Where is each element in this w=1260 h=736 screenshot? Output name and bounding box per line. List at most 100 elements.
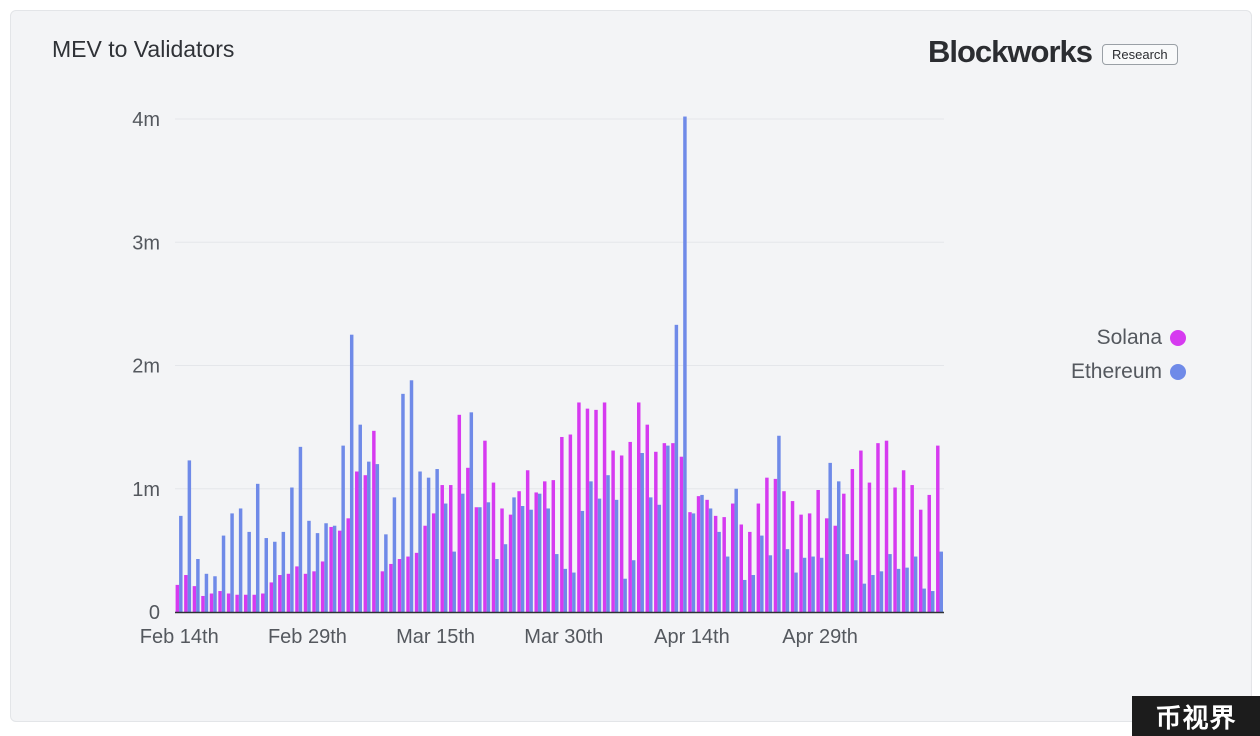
- bar-ethereum: [426, 477, 431, 612]
- legend-label-ethereum: Ethereum: [1070, 360, 1162, 383]
- bar-solana: [329, 526, 333, 612]
- bar-ethereum: [537, 493, 542, 612]
- bar-ethereum: [546, 508, 550, 612]
- bar-ethereum: [871, 575, 875, 612]
- bar-ethereum: [563, 568, 568, 612]
- bar-solana: [474, 507, 479, 612]
- y-tick-label: 4m: [132, 109, 160, 131]
- bar-solana: [662, 443, 667, 612]
- bar-ethereum: [708, 508, 713, 612]
- bar-solana: [722, 517, 726, 612]
- bar-ethereum: [418, 471, 422, 612]
- bar-ethereum: [409, 380, 414, 612]
- bar-solana: [243, 594, 248, 612]
- bar-ethereum: [298, 446, 303, 612]
- bar-solana: [901, 470, 906, 612]
- bar-solana: [346, 518, 350, 612]
- bar-solana: [491, 482, 496, 612]
- bar-solana: [192, 586, 197, 612]
- bar-ethereum: [443, 503, 448, 612]
- bar-solana: [372, 430, 376, 612]
- bar-solana: [713, 515, 718, 612]
- bar-solana: [867, 482, 872, 612]
- bar-solana: [423, 525, 427, 612]
- bar-solana: [602, 402, 607, 612]
- bar-solana: [201, 595, 205, 612]
- bar-ethereum: [666, 445, 670, 612]
- bar-solana: [696, 496, 701, 612]
- bar-ethereum: [341, 445, 345, 612]
- watermark: 币视界: [1132, 696, 1260, 736]
- bar-ethereum: [930, 591, 935, 612]
- bar-ethereum: [486, 502, 491, 612]
- bar-ethereum: [760, 535, 764, 612]
- bar-ethereum: [273, 541, 277, 612]
- bar-ethereum: [777, 435, 781, 612]
- bar-solana: [918, 509, 923, 612]
- bar-solana: [414, 552, 419, 612]
- bar-solana: [893, 487, 897, 612]
- bar-ethereum: [204, 573, 209, 612]
- legend-item-ethereum[interactable]: Ethereum: [1071, 360, 1186, 384]
- bar-ethereum: [922, 588, 926, 612]
- bar-ethereum: [768, 555, 773, 612]
- bar-ethereum: [495, 559, 499, 612]
- bar-solana: [389, 563, 393, 612]
- bar-solana: [799, 514, 803, 612]
- bar-solana: [654, 451, 658, 612]
- bar-ethereum: [802, 557, 807, 612]
- bar-ethereum: [512, 497, 516, 612]
- bar-ethereum: [751, 575, 756, 612]
- bar-solana: [739, 524, 744, 612]
- y-tick-label: 1m: [132, 479, 160, 501]
- bar-solana: [226, 593, 231, 612]
- bar-ethereum: [691, 513, 696, 612]
- legend-item-solana[interactable]: Solana: [1097, 326, 1186, 350]
- bar-solana: [842, 493, 846, 612]
- bar-ethereum: [367, 461, 371, 612]
- bar-solana: [765, 477, 769, 612]
- bar-solana: [748, 531, 752, 612]
- bar-solana: [637, 402, 641, 612]
- bar-ethereum: [717, 531, 721, 612]
- x-tick-label: Mar 30th: [524, 626, 603, 648]
- bar-solana: [278, 575, 282, 612]
- bar-solana: [688, 512, 692, 612]
- bar-solana: [483, 440, 487, 612]
- bar-solana: [833, 525, 837, 612]
- bar-ethereum: [640, 453, 644, 612]
- bar-ethereum: [862, 583, 867, 612]
- brand-wordmark: Blockworks: [928, 34, 1093, 69]
- bar-solana: [363, 475, 368, 612]
- bar-ethereum: [324, 523, 328, 612]
- bar-solana: [295, 566, 299, 612]
- bar-solana: [611, 450, 615, 612]
- bar-ethereum: [854, 560, 858, 612]
- x-tick-label: Apr 29th: [782, 626, 858, 648]
- bar-solana: [466, 467, 470, 612]
- chart-title: MEV to Validators: [52, 36, 235, 62]
- x-tick-label: Feb 29th: [268, 626, 347, 648]
- chart-legend: Solana Ethereum: [1071, 326, 1186, 384]
- bar-ethereum: [375, 464, 380, 612]
- research-badge: Research: [1102, 43, 1178, 65]
- bar-ethereum: [785, 549, 790, 612]
- bar-ethereum: [734, 488, 738, 612]
- bar-solana: [286, 573, 291, 612]
- bar-solana: [884, 440, 889, 612]
- bar-ethereum: [469, 412, 474, 612]
- bar-solana: [209, 593, 214, 612]
- bar-ethereum: [435, 469, 439, 612]
- bar-solana: [431, 513, 436, 612]
- bar-solana: [679, 456, 684, 612]
- bar-ethereum: [631, 560, 636, 612]
- bar-solana: [807, 513, 812, 612]
- bar-solana: [594, 409, 598, 612]
- bar-ethereum: [589, 481, 593, 612]
- bar-ethereum: [597, 498, 602, 612]
- bar-ethereum: [828, 462, 832, 612]
- bar-ethereum: [461, 493, 465, 612]
- bar-ethereum: [187, 460, 192, 612]
- y-tick-label: 3m: [132, 232, 160, 254]
- x-tick-label: Mar 15th: [396, 626, 475, 648]
